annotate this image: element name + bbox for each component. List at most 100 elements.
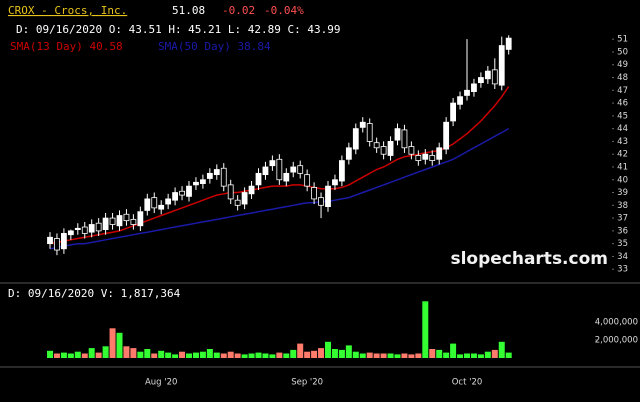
candle-body <box>352 128 359 150</box>
volume-bar <box>443 352 450 358</box>
candle-body <box>109 217 116 225</box>
price-change-pct: -0.04% <box>264 4 304 17</box>
candle-body <box>304 174 311 187</box>
volume-bar <box>290 349 297 358</box>
candle-body <box>436 147 443 160</box>
volume-bar <box>283 353 290 358</box>
candle-body <box>464 89 470 96</box>
candle-body <box>429 155 436 161</box>
watermark: slopecharts.com <box>450 249 608 269</box>
y-tick-label: 35 <box>617 239 628 249</box>
volume-bar <box>366 352 373 358</box>
candle-body <box>116 215 123 227</box>
volume-info: D: 09/16/2020 V: 1,817,364 <box>8 287 181 300</box>
volume-bar <box>484 351 491 358</box>
y-tick-label: 51 <box>617 35 628 45</box>
candle-body <box>283 172 290 182</box>
y-tick-label: 49 <box>617 60 628 70</box>
volume-bar <box>158 350 165 358</box>
volume-bar <box>53 353 60 358</box>
candle-body <box>387 141 394 156</box>
candle-body <box>151 197 158 209</box>
volume-bar <box>401 353 408 358</box>
volume-bar <box>192 352 199 358</box>
volume-bar <box>179 351 186 358</box>
volume-bar <box>172 354 179 358</box>
y-tick-label: 47 <box>617 86 628 96</box>
volume-bar <box>436 349 443 358</box>
volume-bar <box>464 353 470 358</box>
volume-bar <box>186 353 192 358</box>
candle-body <box>54 238 60 251</box>
candle-body <box>61 233 67 250</box>
ohlc-info: D: 09/16/2020 O: 43.51 H: 45.21 L: 42.89… <box>16 23 341 36</box>
volume-bar <box>109 328 116 358</box>
volume-bar <box>352 351 359 358</box>
volume-bar <box>248 353 255 358</box>
candle-body <box>206 172 213 179</box>
volume-bar <box>227 351 234 358</box>
volume-bar <box>206 349 213 358</box>
candle-body <box>332 179 338 186</box>
y-tick-label: 45 <box>617 111 628 121</box>
legend-entry: SMA(13 Day) 40.58 <box>10 40 123 53</box>
candle-body <box>325 185 331 207</box>
volume-bar <box>81 353 88 358</box>
volume-bar <box>470 353 477 358</box>
volume-bar <box>255 352 262 358</box>
candle-body <box>450 102 457 122</box>
candle-body <box>276 158 283 181</box>
candle-body <box>505 37 512 50</box>
candle-body <box>137 211 144 227</box>
candle-body <box>227 184 234 200</box>
candle-body <box>262 166 269 176</box>
volume-bar <box>234 353 241 358</box>
volume-bar <box>359 353 366 358</box>
volume-bar <box>325 341 331 358</box>
volume-bar <box>144 349 151 358</box>
candle-body <box>102 217 109 231</box>
candle-body <box>95 222 102 232</box>
candle-body <box>186 185 192 197</box>
volume-bar <box>345 345 352 358</box>
volume-bar <box>213 352 220 358</box>
volume-bar <box>304 351 311 358</box>
sma-line <box>49 127 510 250</box>
y-tick-label: 50 <box>617 47 628 57</box>
volume-bar <box>408 354 415 358</box>
candle-body <box>443 121 450 150</box>
volume-bar <box>116 332 123 358</box>
candle-body <box>88 224 95 233</box>
candle-body <box>179 190 185 196</box>
vol-tick-label: 4,000,000 <box>595 318 638 328</box>
y-tick-label: 36 <box>617 226 628 236</box>
volume-bar <box>387 353 394 358</box>
candle-body <box>144 198 151 211</box>
volume-bar <box>269 354 276 358</box>
candle-body <box>311 187 318 200</box>
candle-body <box>338 160 345 182</box>
candle-body <box>74 227 81 230</box>
candle-body <box>394 128 401 141</box>
volume-bar <box>373 353 380 358</box>
volume-bar <box>380 353 387 358</box>
candle-body <box>130 218 137 225</box>
x-tick-label: Sep '20 <box>291 378 323 388</box>
y-tick-label: 48 <box>617 73 628 83</box>
volume-bar <box>422 301 429 358</box>
candle-body <box>165 198 172 205</box>
volume-bar <box>276 352 283 358</box>
candle-body <box>81 226 88 234</box>
candle-body <box>373 142 380 149</box>
volume-bar <box>415 353 422 358</box>
volume-bar <box>88 348 95 358</box>
candle-body <box>220 167 227 187</box>
volume-bar <box>220 353 227 358</box>
volume-bar <box>102 346 109 358</box>
volume-bar <box>60 352 67 358</box>
legend-entry: SMA(50 Day) 38.84 <box>158 40 271 53</box>
volume-bar <box>165 352 172 358</box>
volume-bar <box>491 349 498 358</box>
x-tick-label: Aug '20 <box>145 378 177 388</box>
